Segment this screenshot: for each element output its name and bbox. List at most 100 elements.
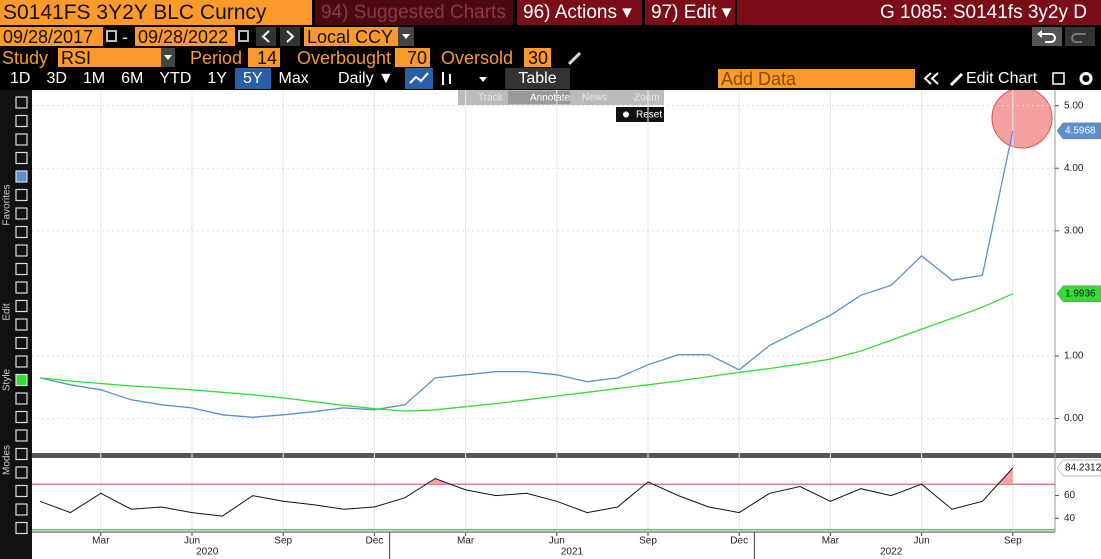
y-tick-label: 3.00 [1064, 225, 1084, 236]
y-tick-label: 4.00 [1064, 163, 1084, 174]
tool-icon[interactable] [15, 466, 28, 479]
edit-chart-button[interactable]: Edit Chart [966, 70, 1038, 87]
calendar-icon[interactable] [238, 30, 249, 42]
table-button[interactable]: Table [505, 68, 570, 89]
value-tag [1056, 285, 1101, 303]
x-tick-label: Sep [274, 536, 292, 547]
sidebar-label: Style [2, 368, 13, 391]
oversold-field[interactable]: 30 [524, 48, 551, 67]
x-tick-label: Jun [184, 536, 200, 547]
chart-type-buttons[interactable] [405, 68, 497, 89]
dropdown[interactable] [161, 48, 175, 67]
pencil-icon[interactable] [566, 49, 584, 67]
overbought-field[interactable]: 70 [395, 48, 430, 67]
dropdown[interactable] [398, 27, 414, 46]
period-label: Period [190, 48, 243, 68]
series-line [39, 293, 1014, 412]
sidebar-label: Edit [2, 303, 13, 320]
tool-icon[interactable] [15, 392, 28, 405]
tool-icon[interactable] [15, 151, 28, 165]
mode-button[interactable]: News [582, 93, 607, 104]
tool-icon[interactable] [15, 262, 28, 276]
x-tick-label: Sep [1004, 536, 1022, 547]
tool-icon[interactable] [15, 410, 28, 424]
mode-button[interactable]: Track [478, 93, 504, 104]
period-button[interactable]: YTD [159, 70, 192, 87]
add-data-field[interactable]: Add Data [718, 69, 915, 88]
chart-area: Reset Track Annotate News Zoom Favorites Edit… [0, 90, 1101, 559]
tool-icon[interactable] [15, 355, 28, 368]
y-tick-label: 1.00 [1064, 351, 1084, 362]
value-tag [1056, 459, 1101, 477]
tool-icon[interactable] [15, 225, 28, 239]
tool-icon[interactable] [15, 96, 28, 109]
year-label: 2020 [196, 547, 219, 558]
tool-icon[interactable] [15, 484, 28, 498]
tool-icon[interactable] [15, 114, 28, 128]
calendar-icon[interactable] [106, 30, 117, 42]
period-buttons: 1D 3D 1M 6M YTD 1Y 5Y Max [2, 68, 317, 89]
reset-button[interactable]: Reset [636, 110, 662, 121]
tool-icon[interactable] [15, 336, 28, 350]
reset-bg[interactable] [616, 107, 664, 122]
year-label: 2021 [561, 547, 584, 558]
period-button[interactable]: 1M [82, 70, 106, 87]
edit-icon[interactable] [948, 70, 966, 88]
series-line [39, 467, 1014, 517]
x-tick-label: Jun [914, 536, 930, 547]
frequency-menu[interactable]: Daily ▼ [338, 70, 394, 87]
chart-id: G 1085: S0141fs 3y2y D [737, 0, 1101, 25]
tool-icon[interactable] [15, 188, 28, 202]
nav-arrows[interactable] [256, 27, 302, 46]
tool-icon[interactable] [15, 244, 28, 257]
tool-icon[interactable] [15, 318, 28, 331]
period-field[interactable]: 14 [248, 48, 280, 67]
undo-redo[interactable] [1032, 27, 1096, 46]
tool-icon[interactable] [15, 521, 28, 535]
x-tick-label: Sep [639, 536, 657, 547]
period-button[interactable]: 5Y [234, 68, 271, 89]
actions-menu[interactable]: 96) Actions ▾ [517, 0, 642, 25]
mode-button[interactable]: Zoom [634, 93, 660, 104]
settings-icons[interactable] [1050, 68, 1098, 89]
start-date[interactable]: 09/28/2017 [0, 27, 103, 46]
tool-icon[interactable] [15, 503, 28, 516]
series-line [39, 130, 1014, 418]
suggested-charts[interactable]: 94) Suggested Charts [315, 0, 513, 25]
end-date[interactable]: 09/28/2022 [135, 27, 235, 46]
tool-icon[interactable] [15, 281, 28, 294]
tool-icon[interactable] [15, 133, 28, 146]
panel-divider [32, 453, 1101, 458]
y-tick-label: 0.00 [1064, 413, 1084, 424]
period-button[interactable]: 6M [121, 70, 144, 87]
y-tick-label: 60 [1064, 490, 1076, 501]
date-separator: - [122, 27, 128, 47]
period-button[interactable]: 1Y [207, 70, 227, 87]
period-button[interactable]: Max [278, 70, 309, 87]
study-field[interactable]: RSI [58, 48, 161, 67]
tool-icon[interactable] [15, 429, 28, 442]
tool-icon[interactable] [15, 170, 28, 183]
edit-menu[interactable]: 97) Edit ▾ [645, 0, 735, 25]
period-button[interactable]: 3D [46, 70, 67, 87]
tool-icon[interactable] [15, 447, 28, 461]
x-axis-area [32, 532, 1101, 559]
security-field[interactable]: S0141FS 3Y2Y BLC Curncy [0, 0, 312, 25]
collapse-icon[interactable] [920, 68, 944, 89]
x-tick-label: Dec [730, 536, 748, 547]
value-tag-label: 4.5968 [1065, 126, 1096, 137]
sidebar-label: Favorites [2, 184, 13, 225]
tool-icon[interactable] [15, 373, 28, 387]
x-tick-label: Mar [457, 536, 475, 547]
tool-icon[interactable] [15, 207, 28, 220]
tool-icon[interactable] [15, 299, 28, 313]
year-label: 2022 [880, 547, 903, 558]
study-label: Study [2, 48, 49, 68]
overbought-label: Overbought [297, 48, 392, 68]
mode-button[interactable]: Annotate [530, 93, 570, 104]
period-button[interactable]: 1D [10, 70, 31, 87]
currency-field[interactable]: Local CCY [304, 27, 398, 46]
value-tag-label: 1.9936 [1065, 288, 1096, 299]
sidebar-label: Modes [2, 445, 13, 475]
